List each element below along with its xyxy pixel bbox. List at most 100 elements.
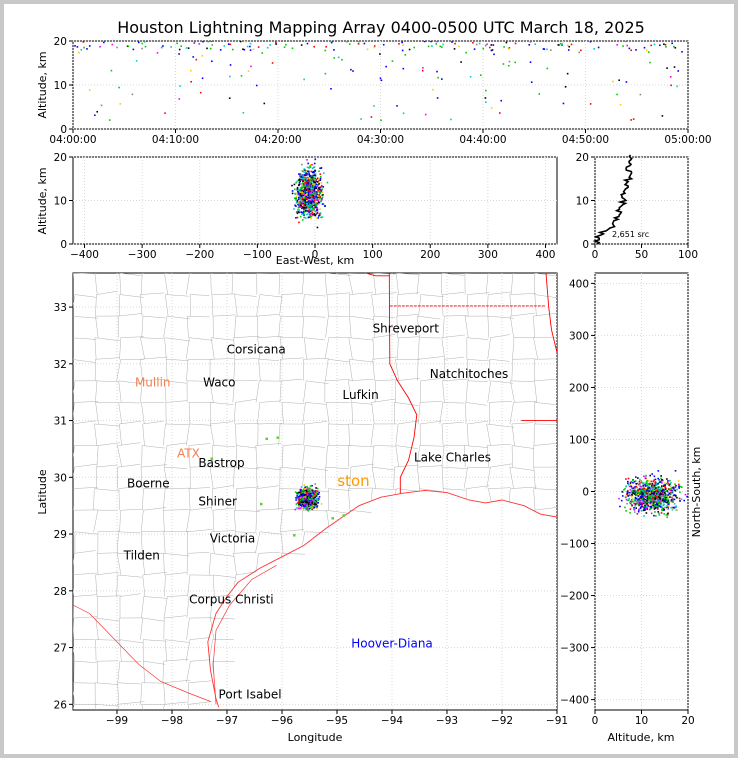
source-point	[629, 512, 631, 514]
source-point	[648, 499, 650, 501]
source-point	[430, 41, 432, 43]
source-point	[296, 201, 298, 203]
source-point	[650, 487, 653, 489]
source-point	[652, 487, 655, 490]
county-line	[324, 273, 327, 295]
county-line	[420, 420, 442, 425]
source-point	[314, 214, 317, 217]
source-point	[651, 500, 653, 502]
source-point	[297, 201, 300, 204]
source-point	[423, 41, 426, 43]
ns-tick-label: 100	[569, 434, 589, 446]
source-point	[303, 500, 306, 503]
source-point	[311, 198, 313, 200]
source-point	[179, 85, 181, 87]
source-point	[313, 199, 316, 201]
source-point	[309, 191, 311, 194]
source-point	[665, 494, 668, 496]
source-point	[659, 481, 661, 484]
source-point	[653, 508, 656, 510]
source-point	[309, 492, 312, 495]
city-label: Lake Charles	[414, 450, 491, 464]
source-point	[304, 194, 307, 196]
source-point	[305, 505, 307, 508]
source-point	[655, 515, 657, 517]
source-point	[310, 182, 312, 185]
source-point	[639, 506, 642, 509]
ms-la-border	[545, 273, 557, 353]
source-point	[667, 496, 669, 499]
source-point	[303, 171, 306, 174]
source-point	[309, 194, 311, 197]
source-point	[646, 485, 649, 488]
source-point	[306, 487, 309, 489]
source-point	[305, 489, 308, 492]
source-point	[669, 500, 672, 503]
county-line	[486, 467, 491, 489]
source-point	[637, 491, 640, 493]
source-point	[643, 505, 645, 508]
source-point	[676, 85, 678, 88]
altitude-tick-label: 10	[54, 80, 67, 92]
county-line	[257, 337, 261, 360]
source-point	[108, 119, 111, 121]
source-point	[664, 488, 667, 490]
source-point	[295, 491, 298, 494]
source-point	[178, 48, 181, 51]
source-point	[305, 500, 308, 502]
source-point	[341, 58, 343, 61]
county-line	[281, 378, 303, 382]
histogram-x-ticks: 0 50 100	[592, 244, 698, 261]
source-point	[299, 206, 302, 208]
source-point	[311, 508, 314, 511]
source-point	[118, 86, 120, 89]
county-line	[533, 337, 538, 360]
county-line	[95, 617, 119, 622]
county-line	[441, 273, 465, 276]
source-point	[687, 506, 688, 508]
source-point	[111, 43, 114, 46]
source-point	[261, 52, 264, 54]
county-line	[233, 551, 257, 554]
source-point	[637, 501, 640, 504]
source-point	[303, 186, 306, 189]
source-point	[670, 487, 672, 490]
source-point	[308, 179, 311, 182]
source-point	[303, 507, 305, 510]
source-point	[664, 500, 667, 503]
source-point	[242, 48, 244, 51]
county-line	[234, 358, 259, 360]
source-point	[663, 500, 666, 503]
county-line	[416, 445, 421, 468]
county-line	[117, 682, 119, 705]
source-point	[316, 507, 318, 510]
source-point	[302, 210, 305, 213]
county-line	[397, 337, 399, 360]
source-point	[309, 507, 312, 510]
source-point	[312, 507, 315, 509]
source-point	[653, 490, 655, 493]
source-point	[301, 213, 303, 215]
county-line	[234, 294, 257, 297]
source-point	[307, 189, 309, 192]
county-line	[278, 316, 281, 338]
source-point	[380, 79, 383, 82]
county-line	[373, 273, 377, 295]
county-line	[140, 618, 143, 640]
county-line	[142, 571, 168, 576]
county-line	[73, 294, 76, 307]
lat-tick-label: 29	[54, 529, 67, 541]
county-line	[372, 359, 375, 381]
coastline	[207, 489, 557, 708]
source-point	[315, 197, 317, 200]
source-point	[657, 486, 660, 489]
source-point	[301, 186, 303, 188]
county-line	[116, 359, 122, 381]
source-point	[664, 506, 666, 509]
source-point	[650, 490, 653, 493]
source-point	[667, 506, 669, 508]
county-line	[485, 273, 489, 295]
source-point	[649, 499, 652, 502]
county-line	[236, 486, 260, 489]
